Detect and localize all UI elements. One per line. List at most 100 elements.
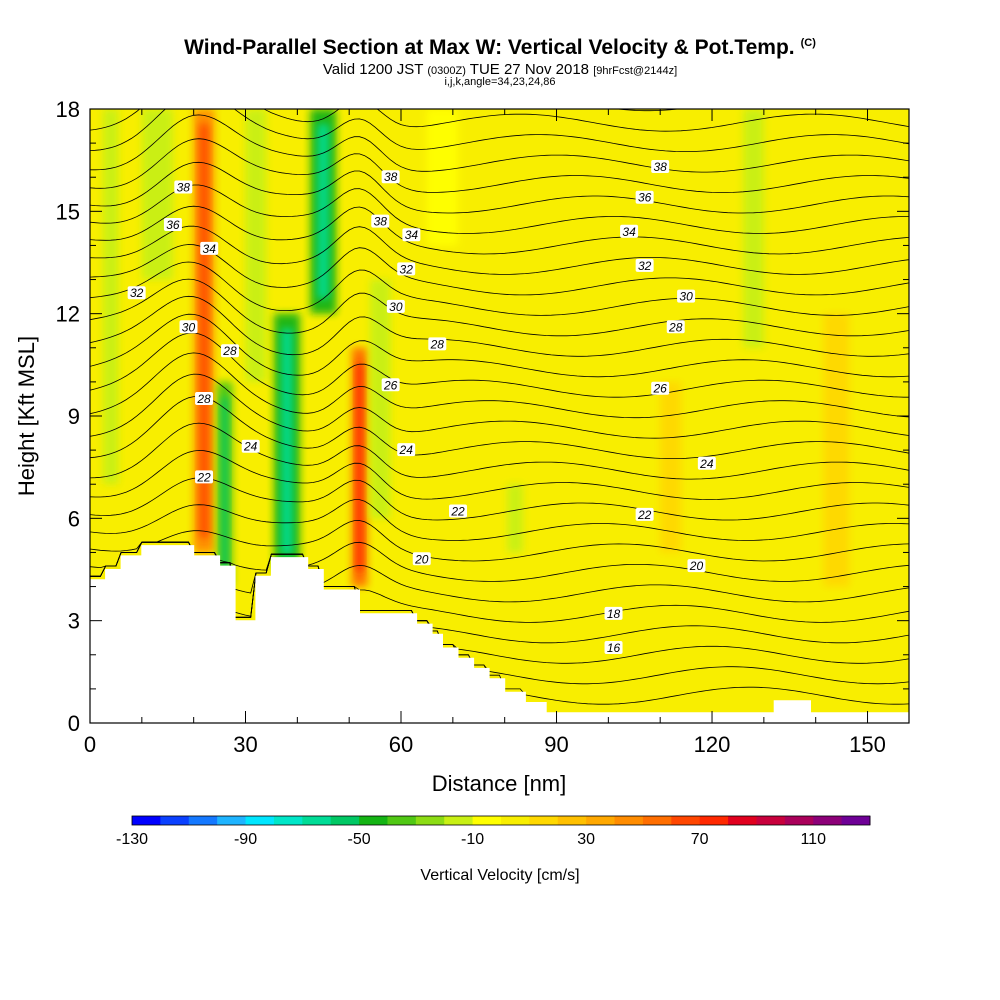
- x-tick-label: 30: [233, 732, 257, 757]
- contour-label-bg: [381, 378, 400, 392]
- y-axis-label: Height [Kft MSL]: [14, 336, 39, 496]
- contour-label-bg: [697, 456, 716, 470]
- contour-label-bg: [402, 228, 421, 242]
- contour-label-bg: [195, 470, 214, 484]
- colorbar-tick-label: 70: [691, 831, 709, 848]
- contour-label-bg: [381, 170, 400, 184]
- contour-label: 20: [414, 552, 429, 566]
- colorbar-tick-label: -130: [116, 831, 148, 848]
- x-tick-label: 90: [544, 732, 568, 757]
- contour-label-bg: [412, 552, 431, 566]
- contour-label-bg: [174, 180, 193, 194]
- theta-contours: [90, 109, 909, 705]
- contour-label-bg: [428, 337, 447, 351]
- contour-label: 32: [638, 259, 652, 273]
- velocity-feature: [743, 109, 764, 348]
- contour-label-bg: [620, 224, 639, 238]
- velocity-feature: [141, 109, 173, 280]
- theta-contour-line: [90, 244, 909, 296]
- theta-contour-line: [90, 373, 909, 439]
- colorbar-swatch: [132, 816, 161, 825]
- velocity-core: [317, 124, 330, 299]
- contour-label: 38: [384, 170, 398, 184]
- x-tick-label: 150: [849, 732, 886, 757]
- theta-contour-line: [90, 313, 909, 378]
- colorbar-swatch: [529, 816, 559, 825]
- velocity-feature: [102, 109, 119, 485]
- contour-label-bg: [386, 299, 405, 313]
- contour-label-bg: [220, 344, 239, 358]
- theta-contour-line: [90, 261, 909, 316]
- contour-label-bg: [200, 241, 219, 255]
- colorbar-tick-label: -50: [348, 831, 371, 848]
- colorbar-label: Vertical Velocity [cm/s]: [420, 867, 579, 884]
- chart-subtitle: Valid 1200 JST (0300Z) TUE 27 Nov 2018 […: [0, 61, 1000, 78]
- valid-date: TUE 27 Nov 2018: [469, 61, 590, 78]
- colorbar-tick-label: -90: [234, 831, 257, 848]
- contour-label-bg: [687, 559, 706, 573]
- y-axis: 0 36 9 12 15 18: [56, 97, 909, 736]
- theta-contour-line: [90, 109, 909, 152]
- contour-label-bg: [179, 320, 198, 334]
- contour-label: 16: [607, 641, 621, 655]
- y-tick-label: 18: [56, 97, 80, 122]
- terrain-mask: [89, 545, 910, 724]
- colorbar-swatch: [444, 816, 474, 825]
- colorbar-swatch: [671, 816, 701, 825]
- theta-contour-line: [90, 109, 909, 132]
- colorbar-swatch: [642, 816, 672, 825]
- colorbar: -130 -90 -50 -10 30 70 110: [116, 815, 871, 848]
- colorbar-swatch: [359, 816, 388, 825]
- theta-contour-line: [90, 520, 909, 562]
- contour-labels: 38 36 34 32 30 28 28 24 22 38 38 34 32 30 28 26 24 22 20 38…: [127, 159, 716, 655]
- velocity-feature: [823, 313, 850, 587]
- colorbar-swatch: [387, 816, 417, 825]
- indices-line: i,j,k,angle=34,23,24,86: [444, 76, 556, 88]
- theta-contour-line: [90, 541, 909, 603]
- y-tick-label: 9: [68, 404, 80, 429]
- y-tick-label: 15: [56, 199, 80, 224]
- colorbar-swatch: [614, 816, 644, 825]
- forecast-info: [9hrFcst@2144z]: [593, 65, 678, 77]
- contour-label-bg: [371, 214, 390, 228]
- colorbar-swatch: [160, 816, 190, 825]
- colorbar-tick-label: 30: [577, 831, 595, 848]
- contour-label-bg: [397, 262, 416, 276]
- contour-label-bg: [163, 217, 182, 231]
- contour-label: 24: [399, 443, 414, 457]
- contour-label-bg: [635, 507, 654, 521]
- contour-label: 32: [400, 262, 414, 276]
- contour-label: 20: [689, 559, 704, 573]
- colorbar-swatch: [217, 816, 247, 825]
- contour-label: 38: [654, 160, 668, 174]
- x-tick-label: 0: [84, 732, 96, 757]
- theta-contour-line: [90, 278, 909, 337]
- colorbar-swatch: [501, 816, 530, 825]
- colorbar-swatch: [586, 816, 616, 825]
- chart-title: Wind-Parallel Section at Max W: Vertical…: [0, 36, 1000, 60]
- colorbar-swatch: [302, 816, 332, 825]
- theta-contour-line: [90, 225, 909, 275]
- contour-label: 28: [668, 320, 683, 334]
- velocity-feature: [245, 109, 267, 382]
- theta-contour-line: [614, 109, 909, 112]
- contour-label: 38: [374, 215, 388, 229]
- contour-label: 36: [166, 218, 180, 232]
- valid-utc: (0300Z): [427, 65, 466, 77]
- velocity-feature: [660, 381, 681, 553]
- y-tick-label: 6: [68, 506, 80, 531]
- y-tick-label: 12: [56, 302, 80, 327]
- y-tick-label: 0: [68, 711, 80, 736]
- contour-label: 34: [622, 225, 636, 239]
- colorbar-swatch: [841, 816, 871, 825]
- contour-label-bg: [604, 606, 623, 620]
- contour-label: 30: [389, 300, 403, 314]
- contour-label: 22: [637, 508, 652, 522]
- theta-contour-line: [90, 295, 909, 357]
- velocity-feature: [369, 279, 391, 519]
- copyright-mark: (C): [800, 37, 816, 49]
- contour-label: 34: [405, 228, 419, 242]
- contour-label-bg: [635, 258, 654, 272]
- contour-label-bg: [397, 443, 416, 457]
- theta-contour-line: [90, 499, 909, 541]
